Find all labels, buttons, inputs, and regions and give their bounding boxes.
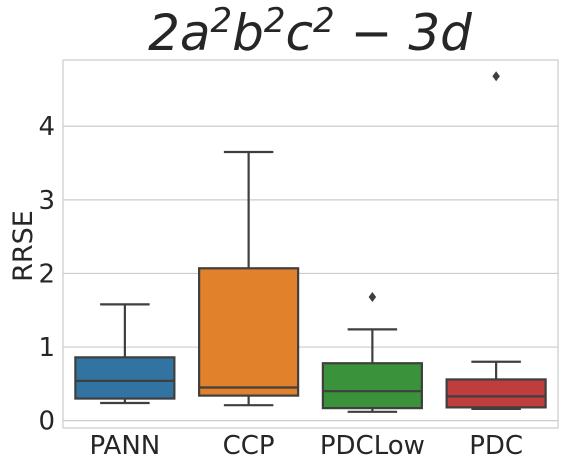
box-group-pann xyxy=(74,303,176,405)
outlier-marker xyxy=(368,291,377,302)
box-iqr xyxy=(321,362,423,410)
y-tick-label: 4 xyxy=(38,112,55,142)
box-group-pdc xyxy=(445,71,547,410)
box-layer xyxy=(74,71,547,413)
chart-title: 2a2b2c2 − 3d xyxy=(148,1,472,62)
plot-frame xyxy=(62,59,559,429)
outlier-marker xyxy=(492,71,500,82)
y-tick-label: 3 xyxy=(38,186,55,216)
x-tick-label: CCP xyxy=(223,431,275,461)
x-tick-label: PDC xyxy=(469,431,523,461)
y-tick-label: 2 xyxy=(38,259,55,289)
grid-layer xyxy=(63,125,558,422)
y-axis-label: RRSE xyxy=(8,210,39,282)
tick-label-layer: 0 1 2 3 4 PANN CCP PDCLow PDC xyxy=(38,112,523,461)
box-iqr xyxy=(74,356,176,400)
box-iqr xyxy=(445,378,547,409)
box-group-pdclow xyxy=(321,291,423,413)
y-tick-label: 1 xyxy=(38,333,55,363)
y-tick-label: 0 xyxy=(38,407,55,437)
x-tick-label: PANN xyxy=(90,431,161,461)
box-iqr xyxy=(198,267,300,397)
box-group-ccp xyxy=(198,150,300,407)
x-tick-label: PDCLow xyxy=(320,431,425,461)
